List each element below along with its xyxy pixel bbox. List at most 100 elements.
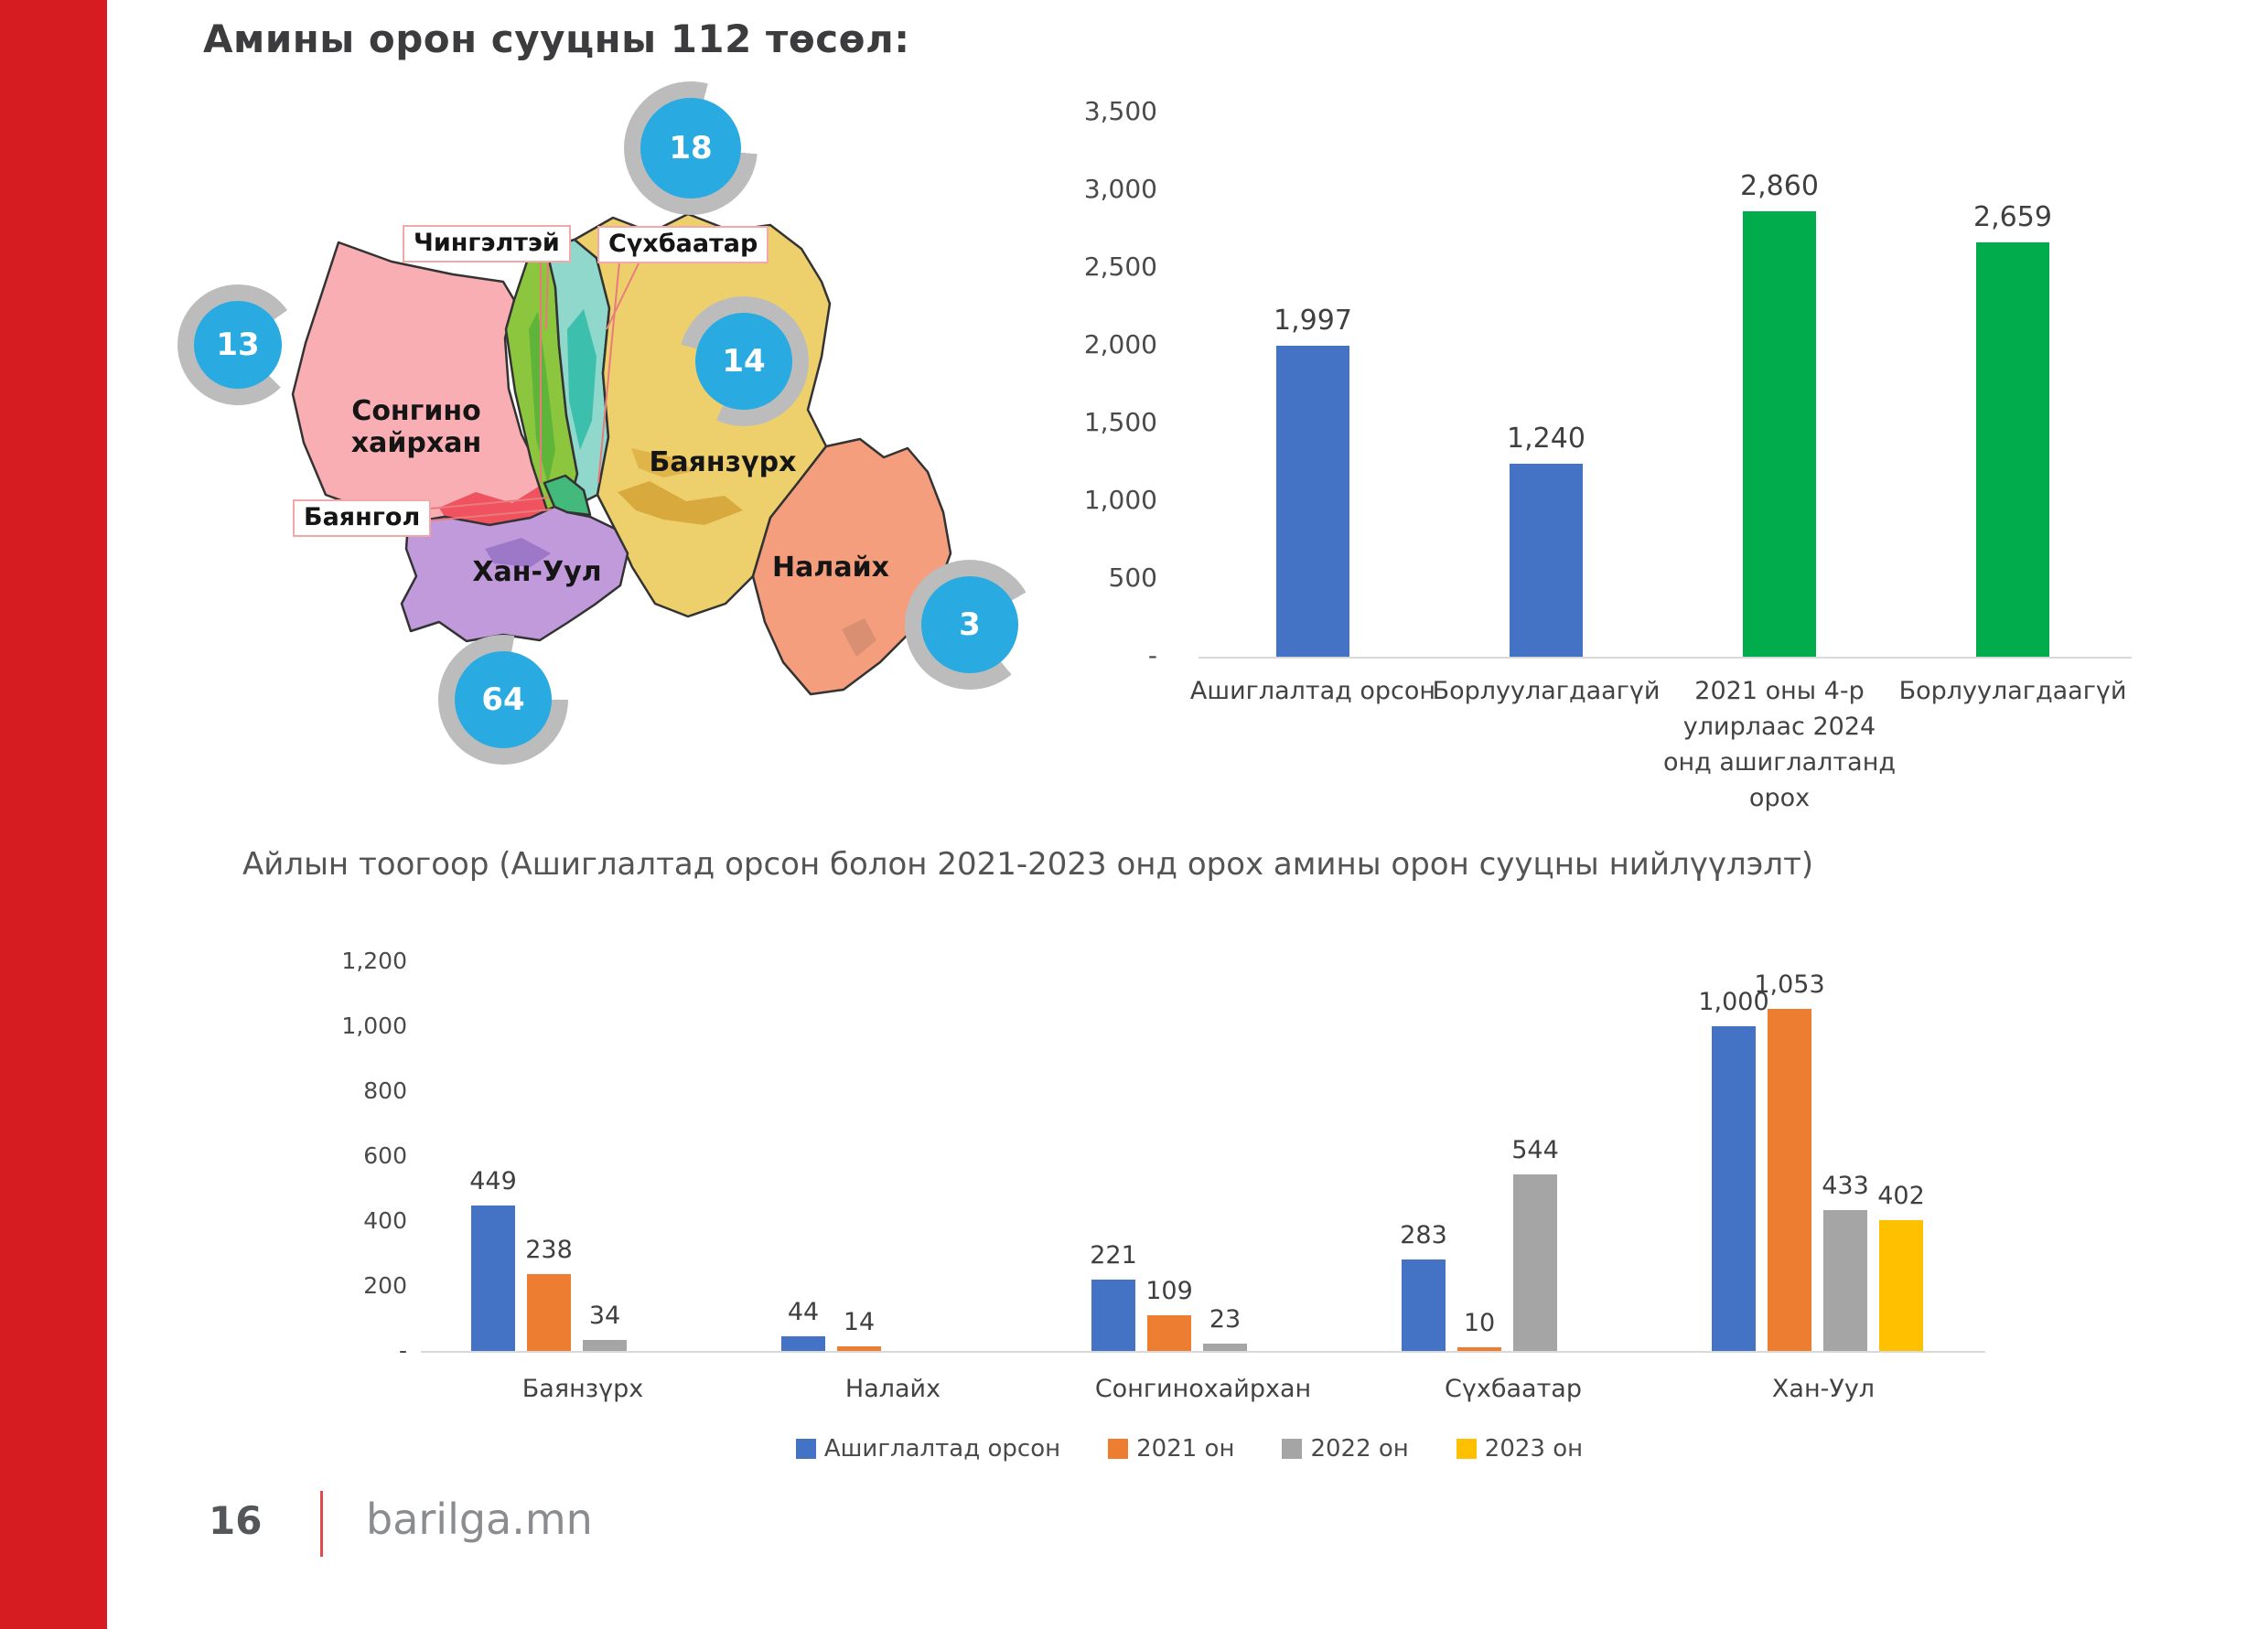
bar (471, 1206, 515, 1351)
x-axis-label: 2021 оны 4-р улирлаас 2024 онд ашиглалта… (1662, 677, 1897, 813)
bar (837, 1346, 881, 1351)
bar-value-label: 433 (1822, 1172, 1869, 1200)
bar-value-label: 34 (588, 1302, 621, 1330)
legend-swatch (1282, 1439, 1303, 1459)
legend-item: 2023 он (1456, 1435, 1583, 1463)
y-axis-tick: 1,000 (1083, 485, 1157, 515)
map-bubble-13: 13 (177, 284, 298, 405)
legend-item: 2022 он (1282, 1435, 1409, 1463)
bar-value-label: 23 (1209, 1305, 1241, 1334)
map-bubble-18: 18 (624, 81, 758, 215)
footer-divider (320, 1491, 323, 1557)
footer-site-name: barilga.mn (366, 1495, 593, 1544)
bubble-3-value: 3 (959, 606, 981, 643)
bar-value-label: 1,053 (1754, 970, 1825, 999)
bottom-chart-title: Айлын тоогоор (Ашиглалтад орсон болон 20… (242, 846, 1814, 883)
y-axis-tick: 1,200 (341, 948, 407, 974)
ulaanbaatar-district-map: 18 13 14 3 64 Сонгино хайрхан Баянзүрх Н… (137, 55, 1052, 768)
bubble-13-circle: 13 (194, 301, 282, 389)
x-axis-label: Хан-Уул (1771, 1375, 1876, 1403)
bar-value-label: 238 (525, 1236, 573, 1264)
chart-legend: Ашиглалтад орсон 2021 он 2022 он 2023 он (339, 1435, 2040, 1463)
district-label-nalaikh: Налайх (772, 552, 889, 584)
legend-swatch (1108, 1439, 1129, 1459)
district-label-songino-khairkhan: Сонгино хайрхан (350, 395, 482, 459)
x-axis-label: Борлуулагдаагүй (1898, 677, 2127, 705)
page-title: Амины орон сууцны 112 төсөл: (203, 16, 910, 61)
district-label-khan-uul: Хан-Уул (472, 556, 602, 588)
map-bubble-3: 3 (905, 560, 1035, 690)
boxed-label-sukhbaatar: Сүхбаатар (597, 226, 769, 263)
y-axis-tick: 1,000 (341, 1013, 407, 1039)
bubble-18-circle: 18 (640, 98, 741, 198)
bubble-3-circle: 3 (921, 576, 1018, 673)
bar (1513, 1174, 1557, 1351)
bar-value-label: 44 (787, 1298, 820, 1326)
bar (1510, 464, 1583, 657)
bar (527, 1274, 571, 1351)
legend-label: Ашиглалтад орсон (823, 1435, 1061, 1463)
boxed-label-chingeltei: Чингэлтэй (403, 225, 571, 263)
bar-value-label: 449 (469, 1167, 517, 1195)
legend-label: 2021 он (1136, 1435, 1235, 1463)
bubble-14-circle: 14 (695, 313, 792, 410)
y-axis-tick: - (1147, 640, 1157, 670)
plot-area: 1,997 1,240 2,860 2,659 (1198, 112, 2132, 659)
region-nalaikh (751, 437, 952, 696)
boxed-label-bayangol: Баянгол (293, 499, 432, 537)
plot-area: 449 238 34 44 14 221 109 23 283 10 544 1,000 1,053 43… (421, 961, 1985, 1353)
bar-value-label: 2,860 (1740, 170, 1819, 202)
region-bayangol (543, 474, 592, 517)
y-axis-tick: 500 (1108, 563, 1157, 593)
y-axis-tick: - (398, 1337, 407, 1364)
bar-value-label: 283 (1400, 1221, 1447, 1249)
page-number: 16 (209, 1498, 263, 1543)
legend-swatch (795, 1439, 816, 1459)
bar (1976, 242, 2049, 657)
bar (1276, 346, 1349, 657)
bubble-64-value: 64 (481, 681, 525, 718)
bar (1879, 1220, 1923, 1351)
bar (1147, 1315, 1191, 1351)
summary-bar-chart: 3,500 3,000 2,500 2,000 1,500 1,000 500-1,997 1… (1052, 73, 2251, 812)
x-axis-label: Налайх (844, 1375, 941, 1403)
bubble-18-value: 18 (669, 130, 713, 166)
district-grouped-bar-chart: 1,200 1,000 800 600 400 200 - 449 238 34 44 14 221 10… (339, 948, 2040, 1491)
y-axis-tick: 1,500 (1083, 407, 1157, 437)
x-axis-label: Сүхбаатар (1445, 1375, 1582, 1403)
bubble-13-value: 13 (216, 327, 260, 363)
region-songino-patch (439, 483, 554, 525)
y-axis-tick: 800 (363, 1077, 407, 1104)
bar (1457, 1347, 1501, 1351)
district-label-bayanzurkh: Баянзүрх (649, 446, 797, 478)
bar-value-label: 544 (1511, 1136, 1559, 1164)
legend-label: 2022 он (1310, 1435, 1409, 1463)
y-axis-tick: 400 (363, 1207, 407, 1234)
y-axis-tick: 2,500 (1083, 252, 1157, 282)
x-axis-label: Борлуулагдаагүй (1432, 677, 1661, 705)
bubble-14-value: 14 (722, 343, 766, 380)
callout-lines (410, 261, 640, 523)
bar (1091, 1280, 1135, 1351)
district-map-svg (291, 212, 952, 696)
bar-value-label: 1,240 (1507, 423, 1585, 455)
x-axis-label: Сонгинохайрхан (1094, 1375, 1312, 1403)
y-axis-tick: 3,000 (1083, 174, 1157, 204)
bar (583, 1340, 627, 1351)
legend-label: 2023 он (1484, 1435, 1584, 1463)
bar-value-label: 10 (1463, 1309, 1496, 1337)
bar (1402, 1259, 1446, 1351)
legend-swatch (1456, 1439, 1477, 1459)
y-axis-tick: 2,000 (1083, 329, 1157, 359)
x-axis-label: Баянзүрх (521, 1375, 644, 1403)
bar-value-label: 402 (1877, 1182, 1925, 1210)
bar (1712, 1026, 1756, 1351)
bar (1203, 1344, 1247, 1351)
bar (1743, 211, 1816, 657)
legend-item: 2021 он (1108, 1435, 1234, 1463)
map-bubble-14: 14 (679, 296, 809, 426)
bar (1768, 1009, 1811, 1351)
bar-value-label: 109 (1145, 1277, 1193, 1305)
bar-value-label: 14 (843, 1308, 876, 1336)
